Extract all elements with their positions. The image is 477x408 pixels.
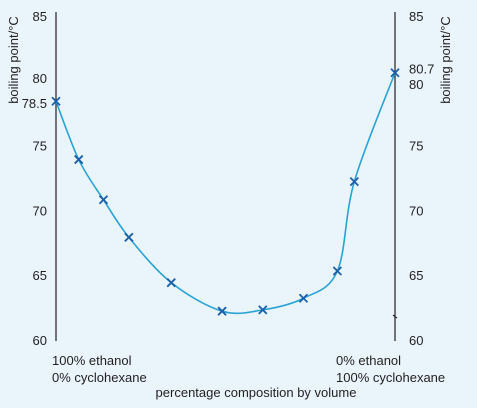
data-point-marker xyxy=(51,96,61,106)
data-point-marker xyxy=(74,154,84,165)
right-tick-label: 85 xyxy=(409,9,423,24)
data-point-marker xyxy=(332,266,343,276)
data-point-marker xyxy=(124,232,134,242)
left-tick-label: 78.5 xyxy=(22,96,47,111)
y-axis-label-left: boiling point/°C xyxy=(6,16,21,104)
data-point-marker xyxy=(298,293,309,303)
right-tick-label: 65 xyxy=(409,268,423,283)
right-tick-label: 80.7 xyxy=(409,62,434,77)
data-point-marker xyxy=(258,305,268,315)
x-end-label-cyclohexane: 100% cyclohexane xyxy=(336,370,445,385)
data-point-marker xyxy=(217,306,227,316)
data-point-marker xyxy=(98,195,109,205)
left-tick-label: 85 xyxy=(33,9,47,24)
data-point-marker xyxy=(390,68,400,78)
right-tick-label: 75 xyxy=(409,139,423,154)
left-tick-label: 65 xyxy=(33,268,47,283)
right-tick-label: 80 xyxy=(409,77,423,92)
right-axis-mark xyxy=(392,314,398,319)
x-start-label-ethanol: 100% ethanol xyxy=(52,353,132,368)
right-tick-label: 60 xyxy=(409,333,423,348)
data-point-marker xyxy=(349,176,359,187)
axes xyxy=(55,12,398,341)
x-end-label-ethanol: 0% ethanol xyxy=(336,353,401,368)
right-tick-label: 70 xyxy=(409,203,423,218)
left-tick-label: 70 xyxy=(33,203,47,218)
data-markers xyxy=(51,68,400,316)
left-tick-label: 75 xyxy=(33,139,47,154)
boiling-point-curve xyxy=(55,72,396,315)
y-axis-label-right: boiling point/°C xyxy=(438,16,453,104)
left-tick-label: 80 xyxy=(33,71,47,86)
left-tick-label: 60 xyxy=(33,333,47,348)
data-point-marker xyxy=(166,278,176,288)
x-axis-label: percentage composition by volume xyxy=(156,385,357,400)
x-start-label-cyclohexane: 0% cyclohexane xyxy=(52,370,147,385)
